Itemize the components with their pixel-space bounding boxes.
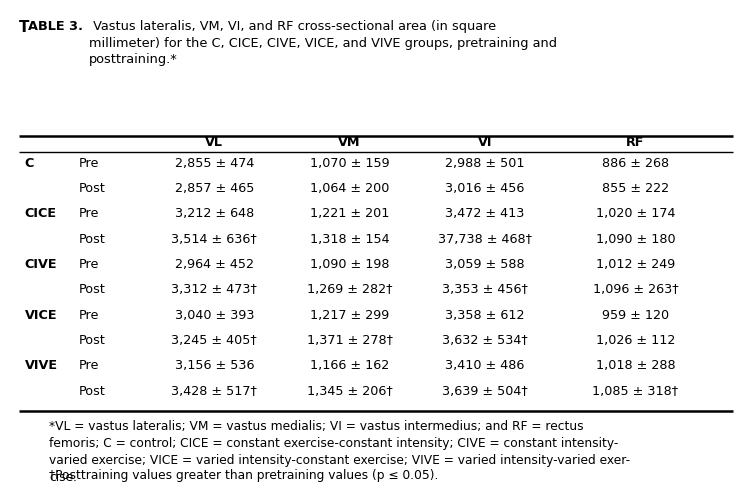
Text: 3,514 ± 636†: 3,514 ± 636†: [171, 233, 257, 246]
Text: Post: Post: [79, 182, 106, 195]
Text: 1,090 ± 198: 1,090 ± 198: [310, 258, 390, 271]
Text: 886 ± 268: 886 ± 268: [602, 157, 669, 170]
Text: RF: RF: [626, 136, 644, 149]
Text: Post: Post: [79, 283, 106, 296]
Text: 1,345 ± 206†: 1,345 ± 206†: [307, 385, 393, 398]
Text: 3,428 ± 517†: 3,428 ± 517†: [171, 385, 257, 398]
Text: 3,353 ± 456†: 3,353 ± 456†: [442, 283, 528, 296]
Text: 2,855 ± 474: 2,855 ± 474: [174, 157, 254, 170]
Text: VICE: VICE: [25, 309, 57, 322]
Text: Pre: Pre: [79, 309, 99, 322]
Text: 959 ± 120: 959 ± 120: [602, 309, 669, 322]
Text: 1,166 ± 162: 1,166 ± 162: [310, 360, 390, 373]
Text: *VL = vastus lateralis; VM = vastus medialis; VI = vastus intermedius; and RF = : *VL = vastus lateralis; VM = vastus medi…: [49, 420, 630, 484]
Text: 1,018 ± 288: 1,018 ± 288: [596, 360, 675, 373]
Text: VM: VM: [338, 136, 361, 149]
Text: VIVE: VIVE: [25, 360, 58, 373]
Text: CICE: CICE: [25, 207, 57, 221]
Text: 1,217 ± 299: 1,217 ± 299: [310, 309, 390, 322]
Text: Post: Post: [79, 233, 106, 246]
Text: 2,964 ± 452: 2,964 ± 452: [174, 258, 254, 271]
Text: †Posttraining values greater than pretraining values (p ≤ 0.05).: †Posttraining values greater than pretra…: [49, 469, 438, 482]
Text: 1,221 ± 201: 1,221 ± 201: [310, 207, 390, 221]
Text: C: C: [25, 157, 34, 170]
Text: Pre: Pre: [79, 258, 99, 271]
Text: 1,096 ± 263†: 1,096 ± 263†: [593, 283, 678, 296]
Text: 855 ± 222: 855 ± 222: [602, 182, 669, 195]
Text: 1,064 ± 200: 1,064 ± 200: [310, 182, 390, 195]
Text: VI: VI: [478, 136, 493, 149]
Text: 3,639 ± 504†: 3,639 ± 504†: [442, 385, 528, 398]
Text: 1,085 ± 318†: 1,085 ± 318†: [593, 385, 678, 398]
Text: Pre: Pre: [79, 207, 99, 221]
Text: 1,269 ± 282†: 1,269 ± 282†: [307, 283, 393, 296]
Text: 3,245 ± 405†: 3,245 ± 405†: [171, 334, 257, 347]
Text: 3,358 ± 612: 3,358 ± 612: [445, 309, 525, 322]
Text: VL: VL: [205, 136, 223, 149]
Text: Pre: Pre: [79, 360, 99, 373]
Text: 2,857 ± 465: 2,857 ± 465: [174, 182, 254, 195]
Text: 1,318 ± 154: 1,318 ± 154: [310, 233, 390, 246]
Text: Post: Post: [79, 334, 106, 347]
Text: Vastus lateralis, VM, VI, and RF cross-sectional area (in square
millimeter) for: Vastus lateralis, VM, VI, and RF cross-s…: [89, 20, 556, 66]
Text: 1,020 ± 174: 1,020 ± 174: [596, 207, 675, 221]
Text: Post: Post: [79, 385, 106, 398]
Text: 3,632 ± 534†: 3,632 ± 534†: [442, 334, 528, 347]
Text: 3,016 ± 456: 3,016 ± 456: [445, 182, 525, 195]
Text: 37,738 ± 468†: 37,738 ± 468†: [438, 233, 532, 246]
Text: 3,059 ± 588: 3,059 ± 588: [445, 258, 525, 271]
Text: 3,472 ± 413: 3,472 ± 413: [445, 207, 525, 221]
Text: 1,026 ± 112: 1,026 ± 112: [596, 334, 675, 347]
Text: 3,040 ± 393: 3,040 ± 393: [174, 309, 254, 322]
Text: Pre: Pre: [79, 157, 99, 170]
Text: 1,012 ± 249: 1,012 ± 249: [596, 258, 675, 271]
Text: T: T: [19, 20, 29, 35]
Text: 1,090 ± 180: 1,090 ± 180: [596, 233, 675, 246]
Text: 3,212 ± 648: 3,212 ± 648: [174, 207, 254, 221]
Text: CIVE: CIVE: [25, 258, 57, 271]
Text: 1,371 ± 278†: 1,371 ± 278†: [307, 334, 393, 347]
Text: ABLE 3.: ABLE 3.: [28, 20, 83, 33]
Text: 1,070 ± 159: 1,070 ± 159: [310, 157, 390, 170]
Text: 3,156 ± 536: 3,156 ± 536: [174, 360, 254, 373]
Text: 2,988 ± 501: 2,988 ± 501: [445, 157, 525, 170]
Text: 3,410 ± 486: 3,410 ± 486: [445, 360, 525, 373]
Text: 3,312 ± 473†: 3,312 ± 473†: [171, 283, 257, 296]
